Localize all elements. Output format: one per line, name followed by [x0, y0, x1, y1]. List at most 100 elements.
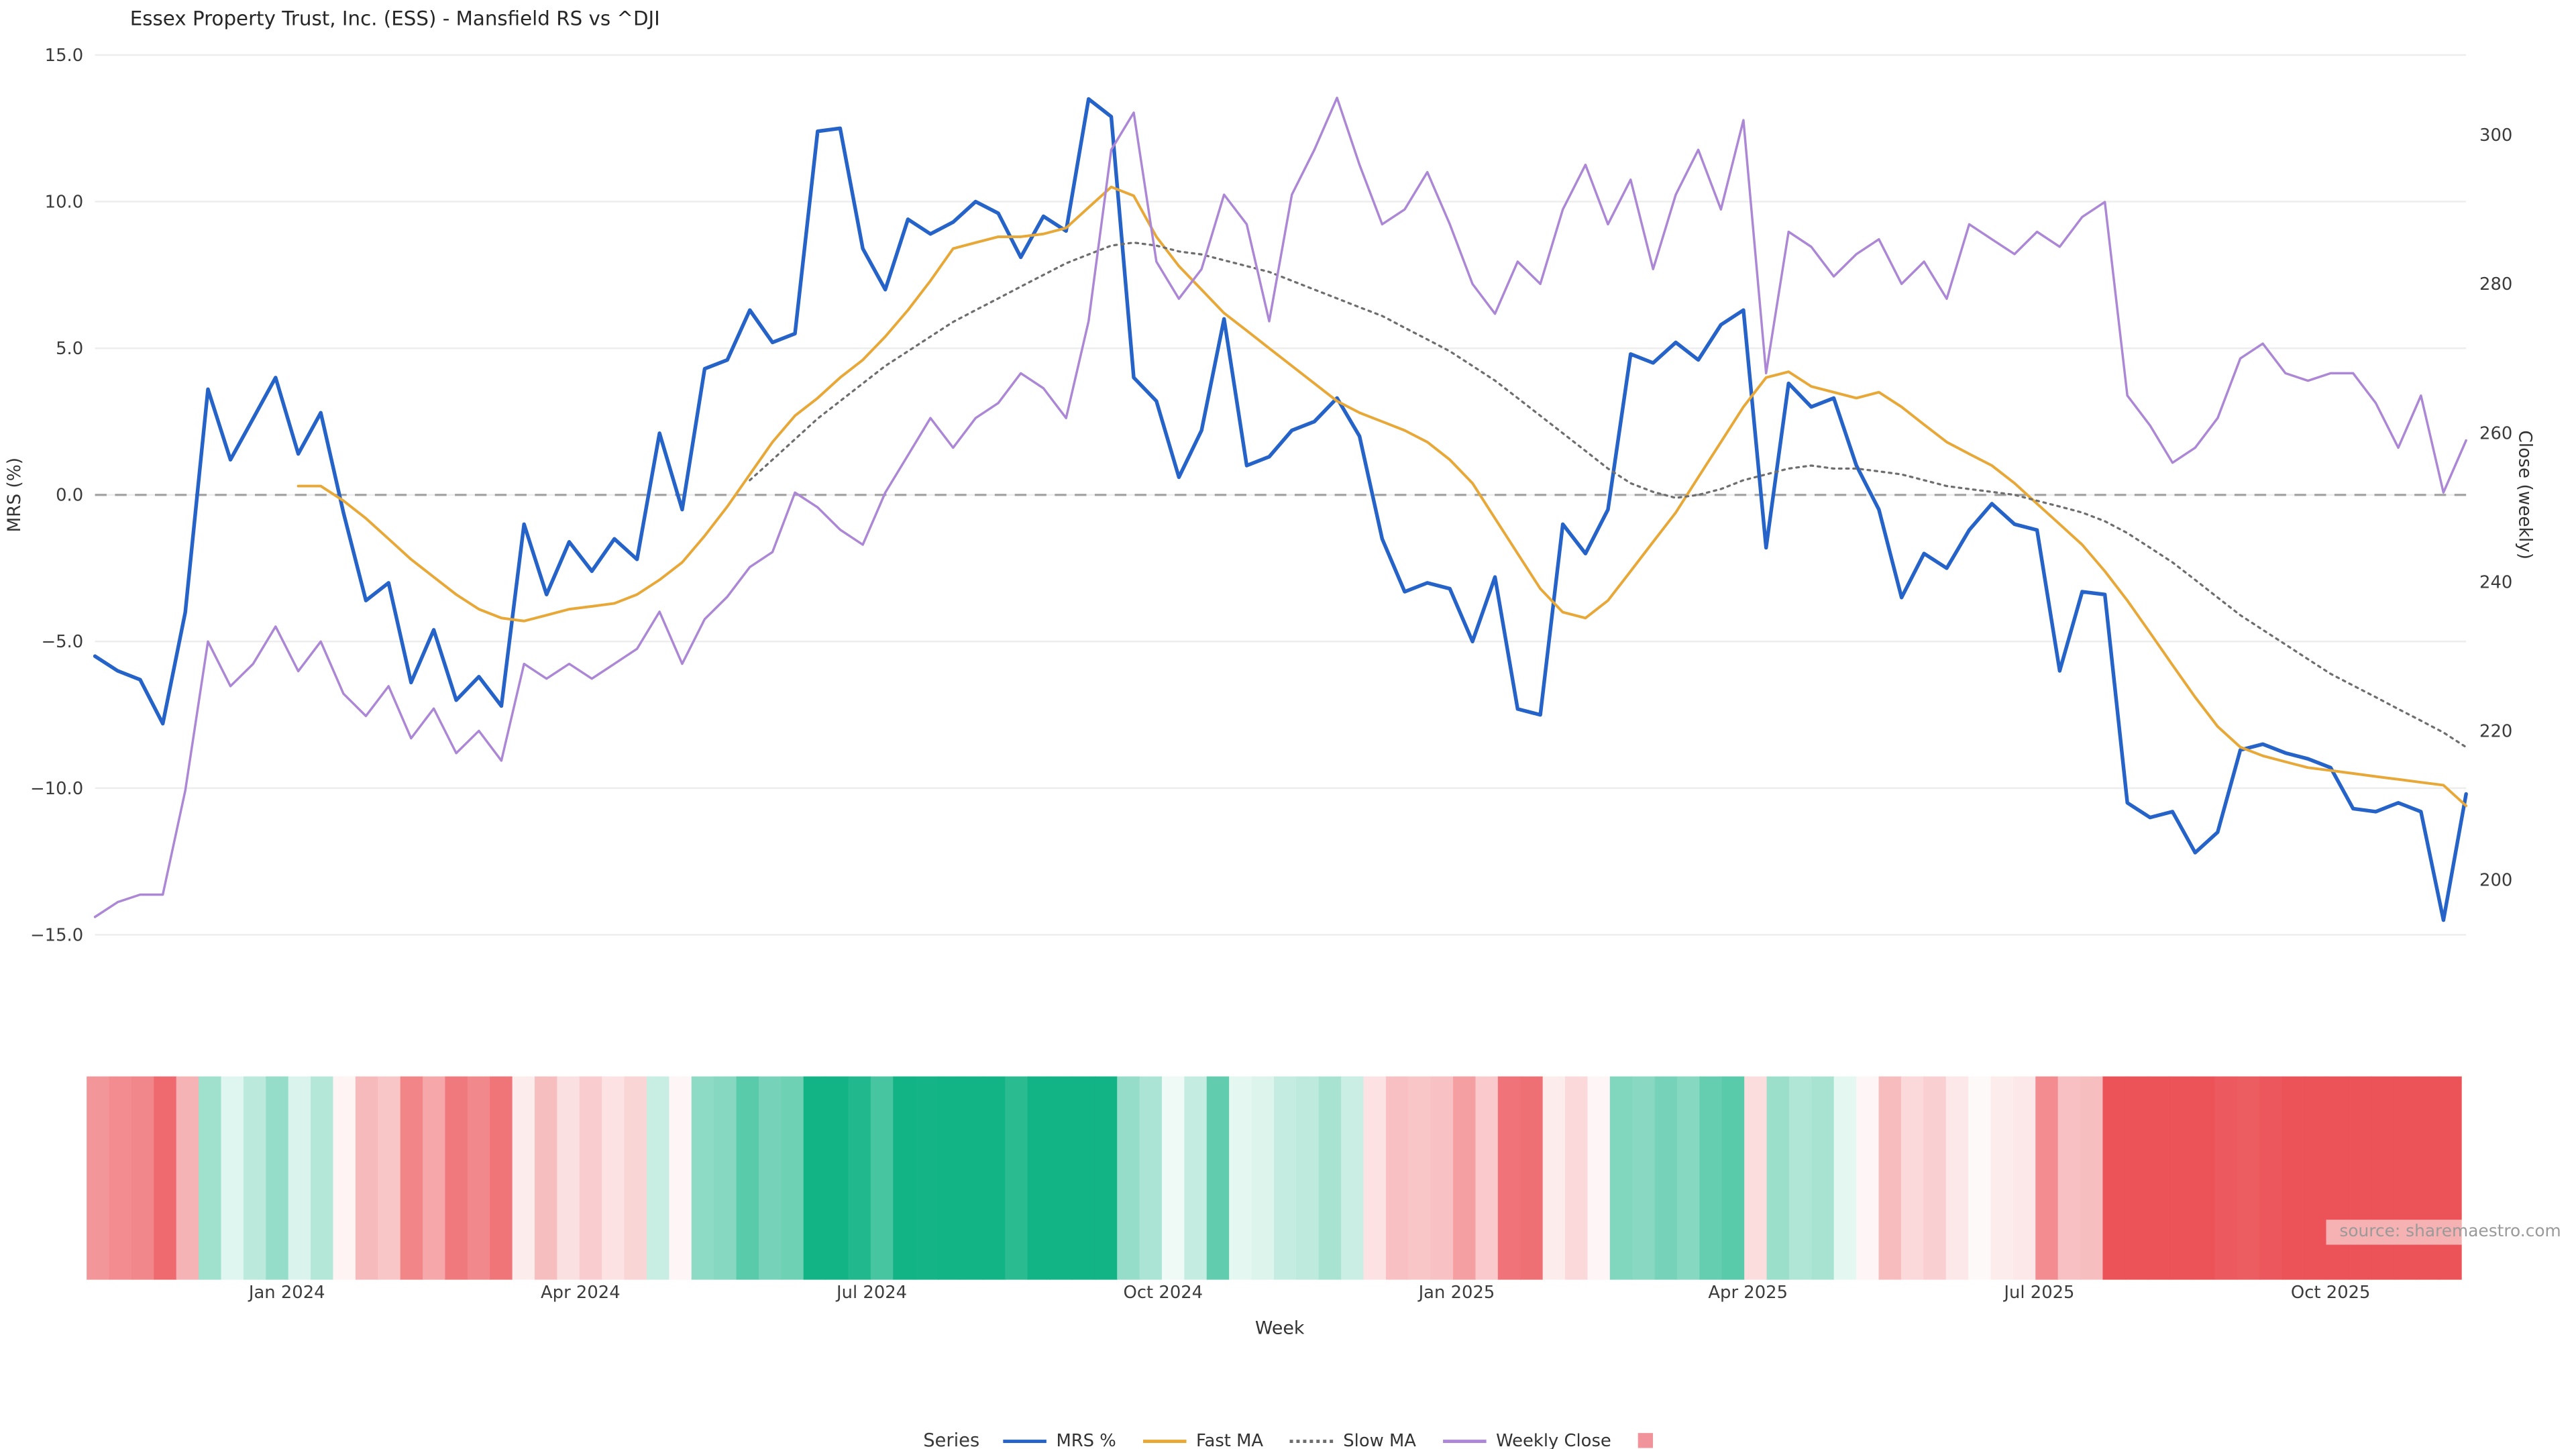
legend-items: MRS % Fast MA Slow MA Weekly Close: [1002, 1430, 1653, 1449]
heatmap-cell: [1453, 1076, 1477, 1280]
y-left-tick-label: 0.0: [56, 486, 83, 506]
heatmap-cell: [2282, 1076, 2305, 1280]
heatmap-cell: [243, 1076, 267, 1280]
heatmap-cell: [1811, 1076, 1835, 1280]
heatmap-cell: [535, 1076, 558, 1280]
heatmap-cell: [1565, 1076, 1589, 1280]
heatmap-cell: [221, 1076, 244, 1280]
legend: Series MRS % Fast MA Slow MA Weekly Close: [0, 1430, 2576, 1449]
heatmap-cell: [1900, 1076, 1925, 1280]
source-watermark: source: sharemaestro.com: [2326, 1220, 2575, 1245]
heatmap-cell: [2080, 1076, 2104, 1280]
heatmap-cell: [870, 1076, 894, 1280]
heatmap-cell: [1430, 1076, 1454, 1280]
x-tick-label: Jul 2025: [2002, 1283, 2074, 1303]
x-tick-label: Apr 2025: [1708, 1283, 1788, 1303]
heatmap-cell: [176, 1076, 200, 1280]
line-swatch-icon: [1002, 1438, 1046, 1442]
heatmap-cell: [1766, 1076, 1790, 1280]
heatmap-cell: [1945, 1076, 1970, 1280]
y-right-tick-label: 260: [2479, 423, 2512, 443]
heatmap-cell: [2259, 1076, 2283, 1280]
heatmap-cell: [1587, 1076, 1611, 1280]
heatmap-cell: [602, 1076, 625, 1280]
y-right-tick-label: 220: [2479, 721, 2512, 741]
heatmap-cell: [960, 1076, 983, 1280]
dotted-line-swatch-icon: [1289, 1438, 1334, 1442]
heatmap-cell: [1094, 1076, 1118, 1280]
heatmap-cell: [669, 1076, 692, 1280]
heatmap-cell: [2349, 1076, 2373, 1280]
heatmap-cell: [87, 1076, 110, 1280]
heatmap-cell: [1206, 1076, 1230, 1280]
heatmap-cell: [1050, 1076, 1073, 1280]
heatmap-cell: [1833, 1076, 1858, 1280]
heatmap-cell: [2304, 1076, 2328, 1280]
heatmap-cell: [848, 1076, 871, 1280]
heatmap-cell: [2214, 1076, 2238, 1280]
heatmap-cell: [938, 1076, 961, 1280]
legend-item-label: Fast MA: [1196, 1430, 1264, 1449]
x-tick-label: Oct 2025: [2291, 1283, 2371, 1303]
heatmap-cell: [1990, 1076, 2014, 1280]
heatmap-cell: [355, 1076, 379, 1280]
heatmap-cell: [1005, 1076, 1028, 1280]
y-right-tick-label: 280: [2479, 274, 2512, 294]
chart-title: Essex Property Trust, Inc. (ESS) - Mansf…: [129, 6, 660, 30]
x-tick-label: Oct 2024: [1124, 1283, 1203, 1303]
heatmap-cell: [2035, 1076, 2059, 1280]
heatmap-cell: [893, 1076, 916, 1280]
heatmap-cell: [1251, 1076, 1275, 1280]
heatmap-cell: [445, 1076, 468, 1280]
heatmap-cell: [1856, 1076, 1880, 1280]
heatmap-cell: [1117, 1076, 1140, 1280]
heatmap-cell: [131, 1076, 155, 1280]
heatmap-cell: [646, 1076, 670, 1280]
heatmap-cell: [1363, 1076, 1387, 1280]
heatmap-cell: [2012, 1076, 2037, 1280]
heatmap-cell: [579, 1076, 603, 1280]
heatmap-cell: [266, 1076, 289, 1280]
x-tick-label: Jan 2024: [248, 1283, 325, 1303]
legend-item: MRS %: [1002, 1430, 1116, 1449]
x-tick-label: Jul 2024: [835, 1283, 907, 1303]
legend-item-label: MRS %: [1056, 1430, 1116, 1449]
legend-item: [1638, 1433, 1653, 1448]
y-left-tick-label: −15.0: [30, 925, 83, 945]
heatmap-cell: [288, 1076, 312, 1280]
heatmap-cell: [2192, 1076, 2216, 1280]
heatmap-cell: [2326, 1076, 2350, 1280]
heatmap-cell: [1878, 1076, 1902, 1280]
legend-item: Weekly Close: [1442, 1430, 1611, 1449]
heatmap-cell: [1139, 1076, 1163, 1280]
heatmap-cell: [1654, 1076, 1678, 1280]
heatmap-cell: [1699, 1076, 1723, 1280]
heatmap-cell: [1497, 1076, 1521, 1280]
heatmap-cell: [624, 1076, 647, 1280]
heatmap-cell: [490, 1076, 513, 1280]
heatmap-cell: [1542, 1076, 1566, 1280]
heatmap-cell: [691, 1076, 715, 1280]
line-swatch-icon: [1442, 1438, 1487, 1442]
legend-item-label: Slow MA: [1343, 1430, 1416, 1449]
heatmap-swatch-icon: [1638, 1433, 1653, 1448]
heatmap-cell: [2237, 1076, 2261, 1280]
y-left-tick-label: 5.0: [56, 339, 83, 359]
heatmap-cell: [333, 1076, 356, 1280]
heatmap-cell: [1341, 1076, 1364, 1280]
heatmap-cell: [199, 1076, 222, 1280]
y-left-tick-label: −10.0: [30, 779, 83, 799]
y-right-tick-label: 300: [2479, 125, 2512, 146]
heatmap-cell: [154, 1076, 177, 1280]
legend-item: Fast MA: [1142, 1430, 1264, 1449]
y-axis-label-right: Close (weekly): [2514, 430, 2535, 560]
heatmap-cell: [467, 1076, 491, 1280]
heatmap-cell: [1273, 1076, 1297, 1280]
heatmap-cell: [2416, 1076, 2440, 1280]
heatmap-cell: [378, 1076, 401, 1280]
y-left-tick-label: −5.0: [41, 632, 83, 652]
heatmap-cell: [1632, 1076, 1656, 1280]
series-mrs: [93, 97, 2468, 922]
heatmap-cell: [1161, 1076, 1185, 1280]
